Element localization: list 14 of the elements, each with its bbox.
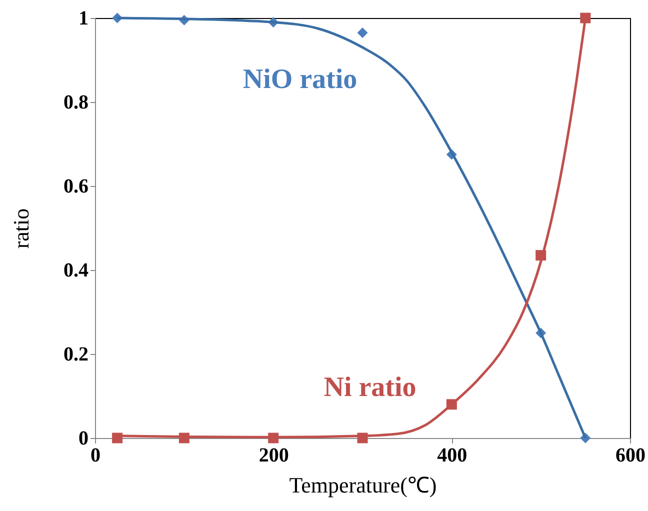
- series-label: NiO ratio: [242, 64, 358, 95]
- x-axis-title: Temperature(℃): [289, 472, 437, 498]
- x-tick-label: 200: [258, 444, 289, 466]
- x-tick-label: 400: [437, 444, 468, 466]
- y-tick-label: 0.8: [64, 92, 88, 114]
- y-tick-label: 0: [78, 428, 88, 450]
- y-tick-label: 1: [78, 8, 88, 30]
- y-tick-label: 0.6: [64, 176, 88, 198]
- point: [357, 27, 368, 38]
- x-tick-label: 600: [616, 444, 646, 466]
- y-tick-label: 0.4: [64, 260, 88, 282]
- y-tick-label: 0.2: [64, 344, 88, 366]
- series-label: Ni ratio: [324, 372, 416, 403]
- y-axis-title: ratio: [8, 208, 34, 249]
